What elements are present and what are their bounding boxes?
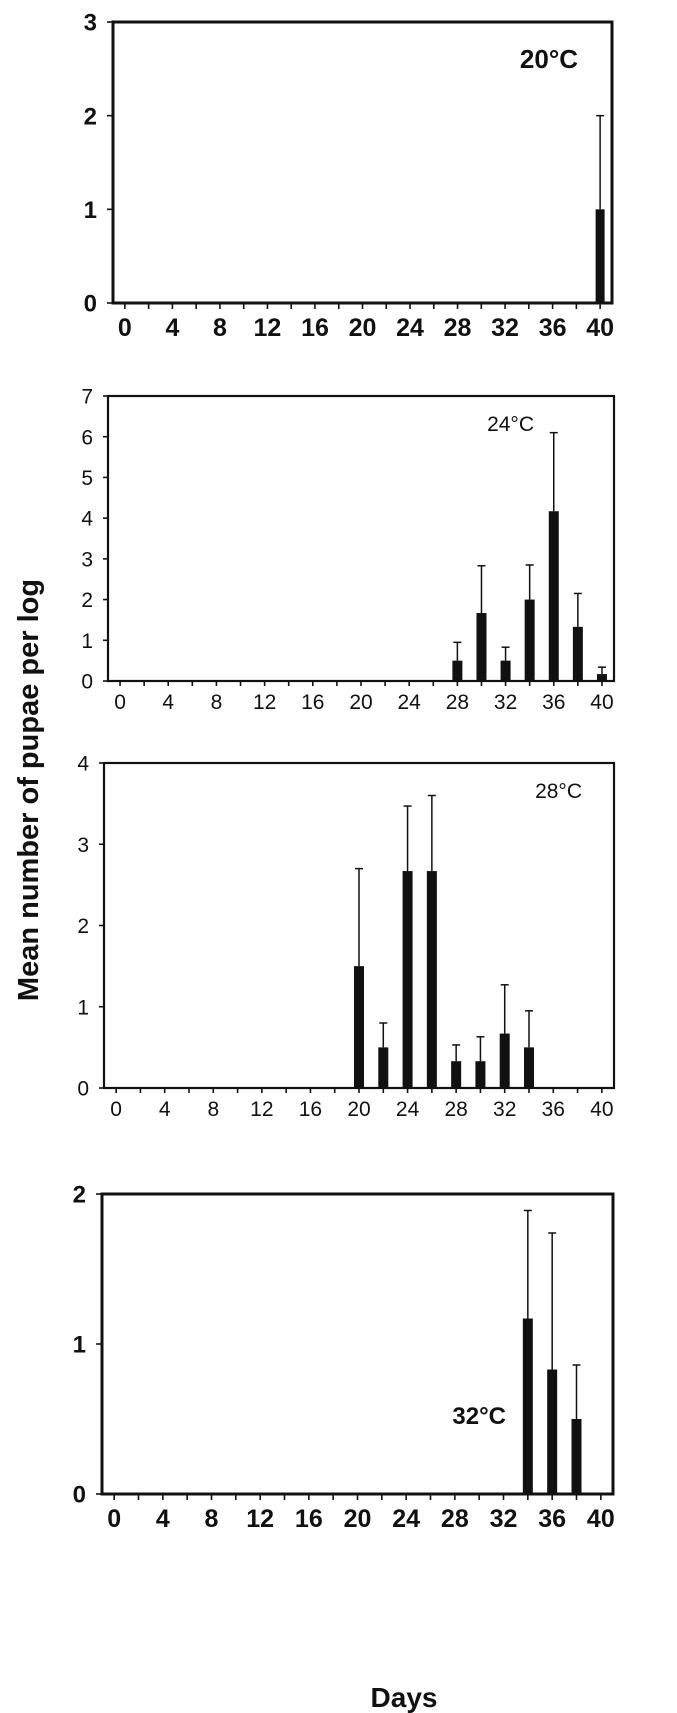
panel-title: 28°C — [535, 780, 582, 803]
x-tick-label: 4 — [159, 1098, 171, 1121]
y-tick-label: 3 — [81, 548, 93, 571]
bar — [402, 871, 413, 1088]
y-tick-label: 3 — [77, 834, 89, 857]
x-tick-label: 12 — [246, 1505, 274, 1533]
bar — [595, 209, 605, 303]
x-tick-label: 24 — [396, 1098, 420, 1121]
plot-frame — [100, 1192, 615, 1496]
panel-title: 32°C — [452, 1403, 506, 1430]
bar — [596, 674, 607, 681]
bar — [378, 1047, 389, 1088]
x-tick-label: 12 — [250, 1098, 273, 1121]
x-axis-title: Days — [371, 1682, 438, 1713]
bar — [499, 1033, 510, 1088]
bar — [500, 660, 511, 681]
y-tick-label: 0 — [84, 291, 97, 318]
y-tick-label: 4 — [81, 508, 93, 531]
bar — [475, 1061, 486, 1088]
x-tick-label: 24 — [398, 691, 422, 714]
x-tick-label: 36 — [542, 1098, 565, 1121]
x-tick-label: 8 — [205, 1505, 219, 1533]
x-tick-label: 8 — [207, 1098, 219, 1121]
x-tick-label: 0 — [110, 1098, 122, 1121]
y-axis-title: Mean number of pupae per log — [13, 579, 45, 1001]
x-tick-label: 40 — [586, 314, 614, 342]
x-tick-label: 8 — [213, 314, 227, 342]
bar — [451, 1061, 462, 1088]
y-tick-label: 2 — [81, 589, 93, 612]
x-tick-label: 36 — [539, 314, 567, 342]
x-tick-label: 0 — [114, 691, 126, 714]
x-tick-label: 40 — [590, 1098, 613, 1121]
x-tick-label: 24 — [396, 314, 424, 342]
y-tick-label: 3 — [84, 10, 97, 37]
x-tick-label: 8 — [211, 691, 223, 714]
x-tick-label: 20 — [349, 691, 372, 714]
y-tick-label: 1 — [73, 1332, 86, 1359]
y-tick-label: 0 — [77, 1078, 89, 1101]
x-tick-label: 4 — [165, 314, 179, 342]
panel-title: 24°C — [487, 413, 534, 436]
x-tick-label: 28 — [444, 1098, 467, 1121]
x-tick-label: 32 — [491, 314, 519, 342]
y-tick-label: 6 — [81, 426, 93, 449]
y-tick-label: 1 — [77, 996, 89, 1019]
y-tick-label: 0 — [73, 1482, 86, 1509]
x-tick-label: 12 — [253, 691, 276, 714]
x-tick-label: 4 — [162, 691, 174, 714]
bar — [522, 1318, 533, 1494]
y-tick-label: 0 — [81, 671, 93, 694]
bar — [547, 1369, 558, 1494]
x-tick-label: 20 — [344, 1505, 372, 1533]
x-tick-label: 16 — [299, 1098, 322, 1121]
y-tick-label: 2 — [77, 915, 89, 938]
x-tick-label: 20 — [349, 314, 377, 342]
y-tick-label: 5 — [81, 467, 93, 490]
y-tick-label: 2 — [73, 1182, 86, 1209]
x-tick-label: 32 — [494, 691, 517, 714]
y-tick-label: 2 — [84, 103, 97, 130]
x-tick-label: 4 — [156, 1505, 170, 1533]
x-tick-label: 40 — [590, 691, 613, 714]
x-tick-label: 36 — [538, 1505, 566, 1533]
y-tick-label: 1 — [84, 197, 97, 224]
bar — [354, 966, 364, 1088]
x-tick-label: 0 — [118, 314, 132, 342]
bar — [548, 511, 559, 681]
y-tick-label: 1 — [81, 630, 93, 653]
x-tick-label: 16 — [301, 691, 324, 714]
x-tick-label: 28 — [444, 314, 472, 342]
bar — [476, 613, 487, 681]
x-tick-label: 16 — [301, 314, 329, 342]
x-tick-label: 24 — [392, 1505, 420, 1533]
x-tick-label: 16 — [295, 1505, 323, 1533]
x-tick-label: 40 — [587, 1505, 615, 1533]
x-tick-label: 28 — [441, 1505, 469, 1533]
plot-frame — [106, 394, 616, 683]
x-tick-label: 32 — [493, 1098, 516, 1121]
panel-title: 20°C — [520, 44, 578, 74]
bar — [571, 1419, 582, 1494]
bar — [452, 660, 463, 681]
bar — [572, 626, 583, 681]
bar — [426, 871, 437, 1088]
x-tick-label: 28 — [446, 691, 469, 714]
x-tick-label: 12 — [254, 314, 282, 342]
x-tick-label: 36 — [542, 691, 565, 714]
y-tick-label: 7 — [81, 386, 93, 409]
x-tick-label: 0 — [107, 1505, 121, 1533]
x-tick-label: 32 — [490, 1505, 518, 1533]
x-tick-label: 20 — [347, 1098, 370, 1121]
y-tick-label: 4 — [77, 753, 89, 776]
bar — [524, 599, 535, 681]
bar — [524, 1047, 534, 1088]
